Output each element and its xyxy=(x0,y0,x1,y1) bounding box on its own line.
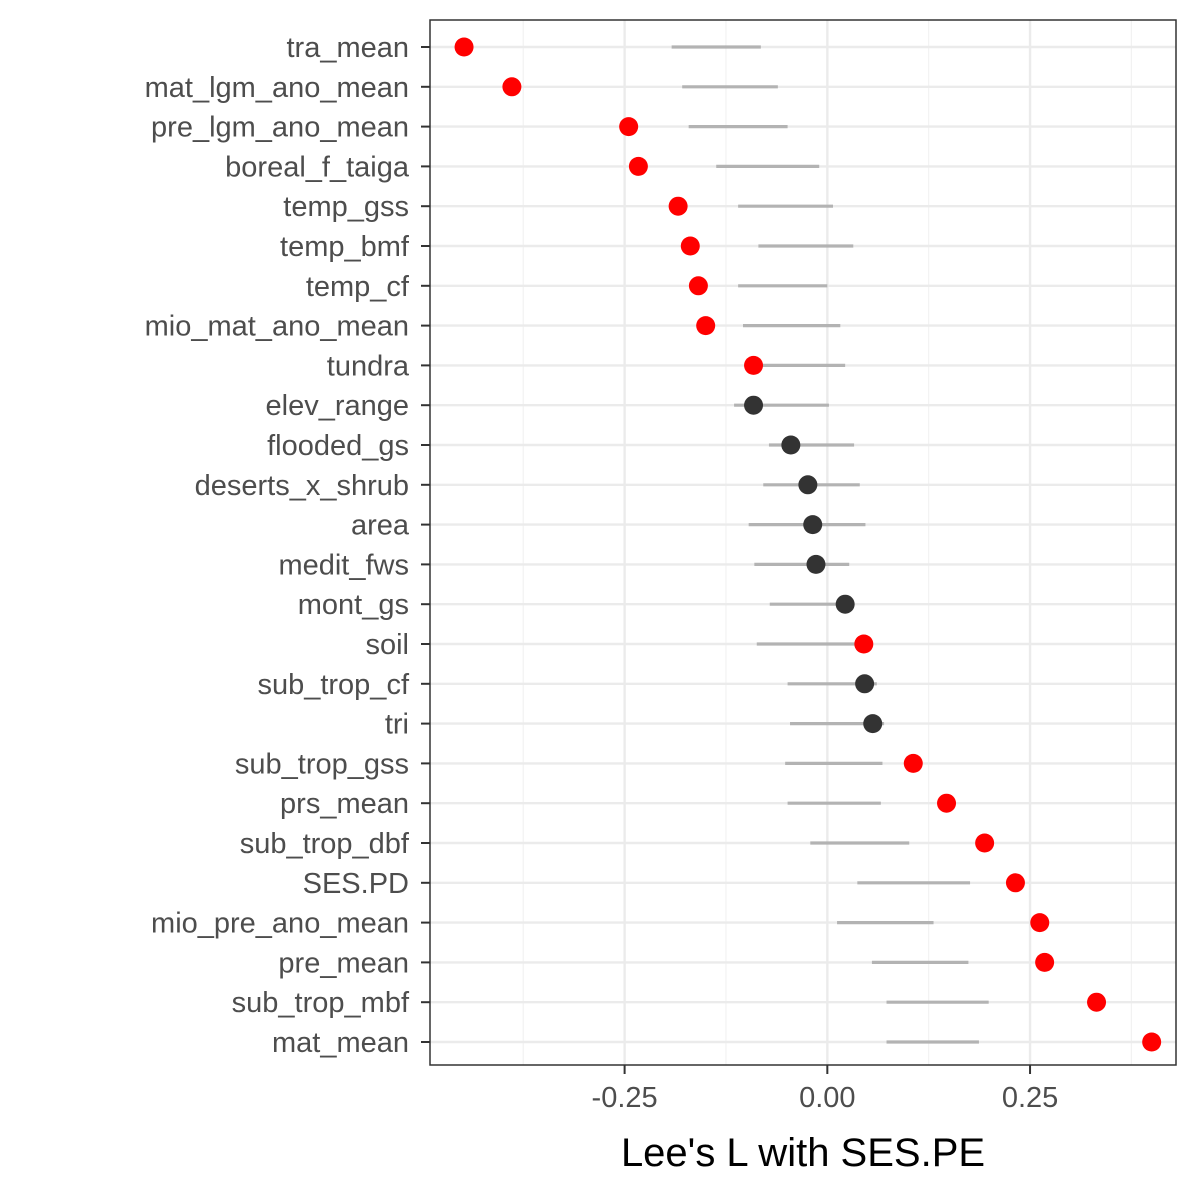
y-tick-label: boreal_f_taiga xyxy=(225,151,410,183)
x-tick-label: -0.25 xyxy=(592,1082,658,1114)
data-point xyxy=(502,77,522,97)
y-tick-label: sub_trop_dbf xyxy=(240,828,410,860)
data-point xyxy=(454,37,474,57)
y-axis: tra_mean mat_lgm_ano_mean pre_lgm_ano_mean… xyxy=(145,32,430,1059)
y-tick-label: temp_bmf xyxy=(280,231,410,263)
data-point xyxy=(975,833,995,853)
x-axis: -0.25 0.00 0.25 xyxy=(592,1065,1058,1114)
data-point xyxy=(688,276,708,296)
data-point xyxy=(854,634,874,654)
y-tick-label: pre_mean xyxy=(278,947,409,979)
panel-border xyxy=(429,19,1177,1066)
y-tick-label: soil xyxy=(365,629,409,661)
data-point xyxy=(835,594,855,614)
data-point xyxy=(1087,992,1107,1012)
data-point xyxy=(806,554,826,574)
data-point xyxy=(1005,873,1025,893)
data-point xyxy=(744,355,764,375)
y-tick-label: deserts_x_shrub xyxy=(195,470,409,502)
y-tick-label: temp_cf xyxy=(306,271,410,303)
y-tick-label: mat_mean xyxy=(272,1027,409,1059)
y-tick-label: tundra xyxy=(327,350,410,382)
y-tick-label: SES.PD xyxy=(303,868,409,900)
y-tick-label: sub_trop_gss xyxy=(235,748,409,780)
data-point xyxy=(744,395,764,415)
panel-background xyxy=(430,20,1176,1065)
data-point xyxy=(1030,913,1050,933)
y-tick-label: medit_fws xyxy=(278,549,409,581)
y-tick-label: prs_mean xyxy=(280,788,409,820)
y-tick-label: sub_trop_mbf xyxy=(232,987,410,1019)
y-tick-label: pre_lgm_ano_mean xyxy=(151,112,409,144)
data-point xyxy=(1142,1032,1162,1052)
data-point xyxy=(937,793,957,813)
y-tick-label: area xyxy=(351,510,410,542)
interval-bars xyxy=(671,45,989,1044)
data-point xyxy=(680,236,700,256)
data-point xyxy=(903,753,923,773)
x-axis-title: Lee's L with SES.PE xyxy=(621,1131,985,1175)
grid-lines xyxy=(430,20,1176,1065)
y-tick-label: tra_mean xyxy=(286,32,409,64)
x-tick-label: 0.25 xyxy=(1002,1082,1058,1114)
data-point xyxy=(696,316,716,336)
data-point xyxy=(803,515,823,535)
y-tick-label: sub_trop_cf xyxy=(257,669,409,701)
y-tick-label: elev_range xyxy=(266,390,410,422)
data-point xyxy=(855,674,875,694)
y-tick-label: mont_gs xyxy=(298,589,409,621)
data-point xyxy=(781,435,801,455)
data-point xyxy=(628,156,648,176)
data-point xyxy=(798,475,818,495)
y-tick-label: mio_pre_ano_mean xyxy=(151,908,409,940)
y-tick-label: flooded_gs xyxy=(267,430,409,462)
data-point xyxy=(1035,952,1055,972)
data-point xyxy=(668,196,688,216)
y-tick-label: mio_mat_ano_mean xyxy=(145,311,409,343)
data-point xyxy=(863,714,883,734)
y-tick-label: tri xyxy=(385,709,409,741)
data-points xyxy=(454,37,1162,1052)
data-point xyxy=(619,117,639,137)
y-tick-label: temp_gss xyxy=(283,191,409,223)
x-tick-label: 0.00 xyxy=(799,1082,855,1114)
y-tick-label: mat_lgm_ano_mean xyxy=(145,72,409,104)
